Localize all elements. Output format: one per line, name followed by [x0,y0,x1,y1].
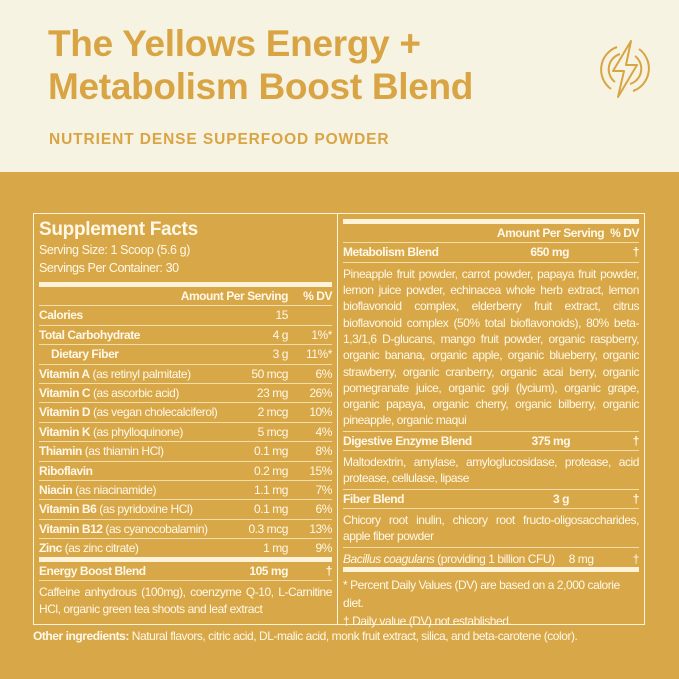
nutrient-row: Niacin (as niacinamide) 1.1 mg 7% [39,481,332,501]
bacillus-row: Bacillus coagulans (providing 1 billion … [343,548,639,572]
dv-footnote: * Percent Daily Values (DV) are based on… [343,577,620,628]
product-title: The Yellows Energy + Metabolism Boost Bl… [48,23,474,107]
supplement-facts-right: Amount Per Serving% DV Metabolism Blend 6… [337,213,645,628]
nutrient-row: Vitamin A (as retinyl palmitate) 50 mcg 6% [39,365,332,384]
nutrient-row: Vitamin B12 (as cyanocobalamin) 0.3 mcg 13… [39,520,332,540]
digestive-blend-ingredients: Maltodextrin, amylase, amyloglucosidase,… [343,451,639,490]
nutrient-row: Total Carbohydrate 4 g 1%* [39,326,332,346]
fiber-blend-ingredients: Chicory root inulin, chicory root fructo… [343,509,639,548]
column-header: Amount Per Serving% DV [39,287,332,307]
fiber-blend-row: Fiber Blend 3 g † [343,490,639,510]
metabolism-blend-row: Metabolism Blend 650 mg † [343,243,639,263]
nutrient-row: Dietary Fiber 3 g 11%* [39,345,332,365]
column-header: Amount Per Serving% DV [343,224,639,244]
energy-blend-ingredients: Caffeine anhydrous (100mg), coenzyme Q-1… [39,585,332,616]
nutrient-row: Zinc (as zinc citrate) 1 mg 9% [39,539,332,563]
nutrient-row: Vitamin B6 (as pyridoxine HCl) 0.1 mg 6% [39,500,332,520]
nutrient-row: Vitamin K (as phylloquinone) 5 mcg 4% [39,423,332,443]
metabolism-blend-ingredients: Pineapple fruit powder, carrot powder, p… [343,263,639,432]
serving-size: Serving Size: 1 Scoop (5.6 g) [39,243,190,257]
supplement-facts-left: Supplement Facts Serving Size: 1 Scoop (… [33,213,338,625]
facts-title: Supplement Facts [39,219,198,240]
nutrient-row: Thiamin (as thiamin HCl) 0.1 mg 8% [39,442,332,462]
nutrient-row: Vitamin C (as ascorbic acid) 23 mg 26% [39,384,332,404]
other-ingredients: Other ingredients: Natural flavors, citr… [33,629,578,643]
digestive-blend-row: Digestive Enzyme Blend 375 mg † [343,432,639,452]
nutrient-row: Vitamin D (as vegan cholecalciferol) 2 mc… [39,403,332,423]
energy-blend-row: Energy Boost Blend 105 mg † [39,562,332,582]
header-band: The Yellows Energy + Metabolism Boost Bl… [0,0,679,172]
product-subtitle: NUTRIENT DENSE SUPERFOOD POWDER [49,131,390,148]
servings-per-container: Servings Per Container: 30 [39,259,332,287]
nutrient-row: Riboflavin 0.2 mg 15% [39,462,332,481]
lightning-bolt-circle-icon [600,40,650,98]
nutrient-row: Calories 15 [39,306,332,326]
